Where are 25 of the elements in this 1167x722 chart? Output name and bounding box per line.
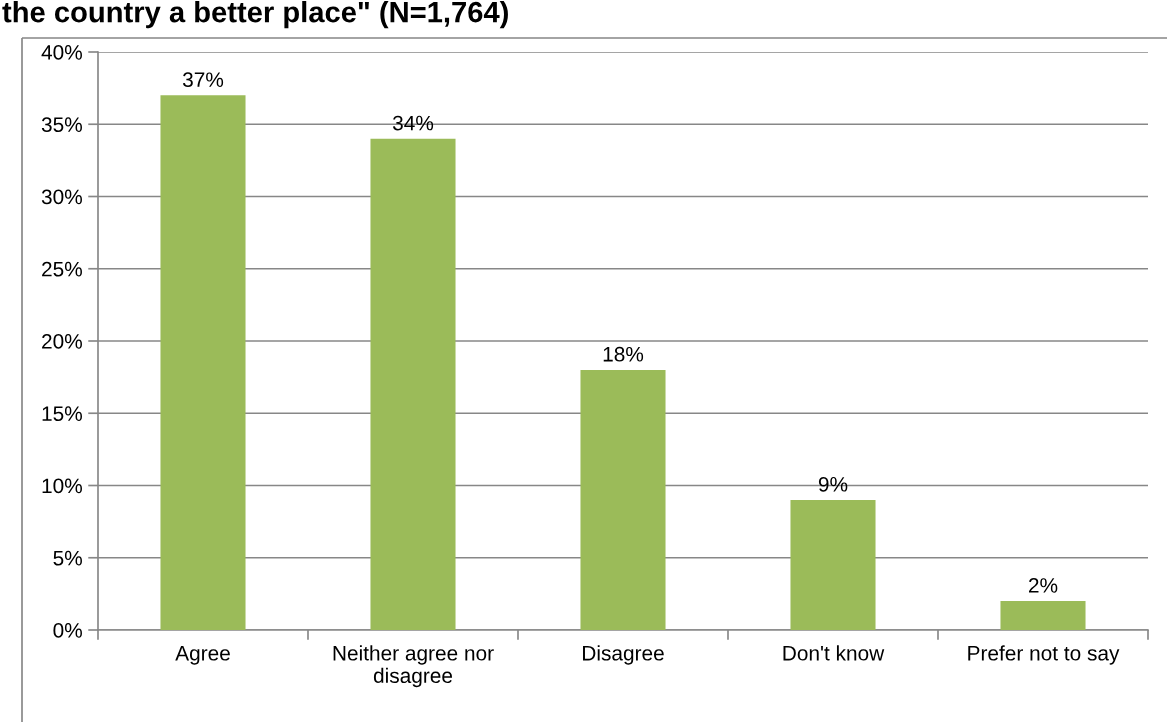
- x-tick-label: Neither agree nor disagree: [333, 645, 494, 688]
- y-tick-label: 20%: [42, 334, 82, 349]
- bar: [790, 499, 876, 630]
- y-tick-label: 30%: [41, 189, 82, 205]
- data-label: 2%: [1028, 578, 1058, 593]
- y-tick-label: 15%: [42, 406, 82, 421]
- bar: [580, 369, 666, 630]
- data-label: 9%: [818, 476, 848, 492]
- data-label: 34%: [392, 115, 434, 131]
- y-tick-label: 10%: [42, 478, 82, 494]
- data-label: 18%: [603, 346, 644, 362]
- y-tick-label: 0%: [53, 623, 82, 638]
- x-tick-label: Prefer not to say: [968, 645, 1120, 665]
- y-tick-label: 5%: [53, 550, 82, 566]
- x-tick-label: Disagree: [583, 645, 664, 665]
- bar: [160, 95, 246, 630]
- bar: [370, 138, 456, 630]
- x-tick-label: Agree: [175, 646, 230, 665]
- data-label: 37%: [182, 72, 224, 88]
- chart-title: the country a better place" (N=1,764): [2, 1, 508, 29]
- x-tick-label: Don't know: [783, 645, 885, 661]
- y-tick-label: 35%: [41, 117, 82, 132]
- y-tick-label: 25%: [42, 261, 82, 277]
- y-tick-label: 40%: [41, 45, 82, 60]
- bar: [1000, 601, 1086, 630]
